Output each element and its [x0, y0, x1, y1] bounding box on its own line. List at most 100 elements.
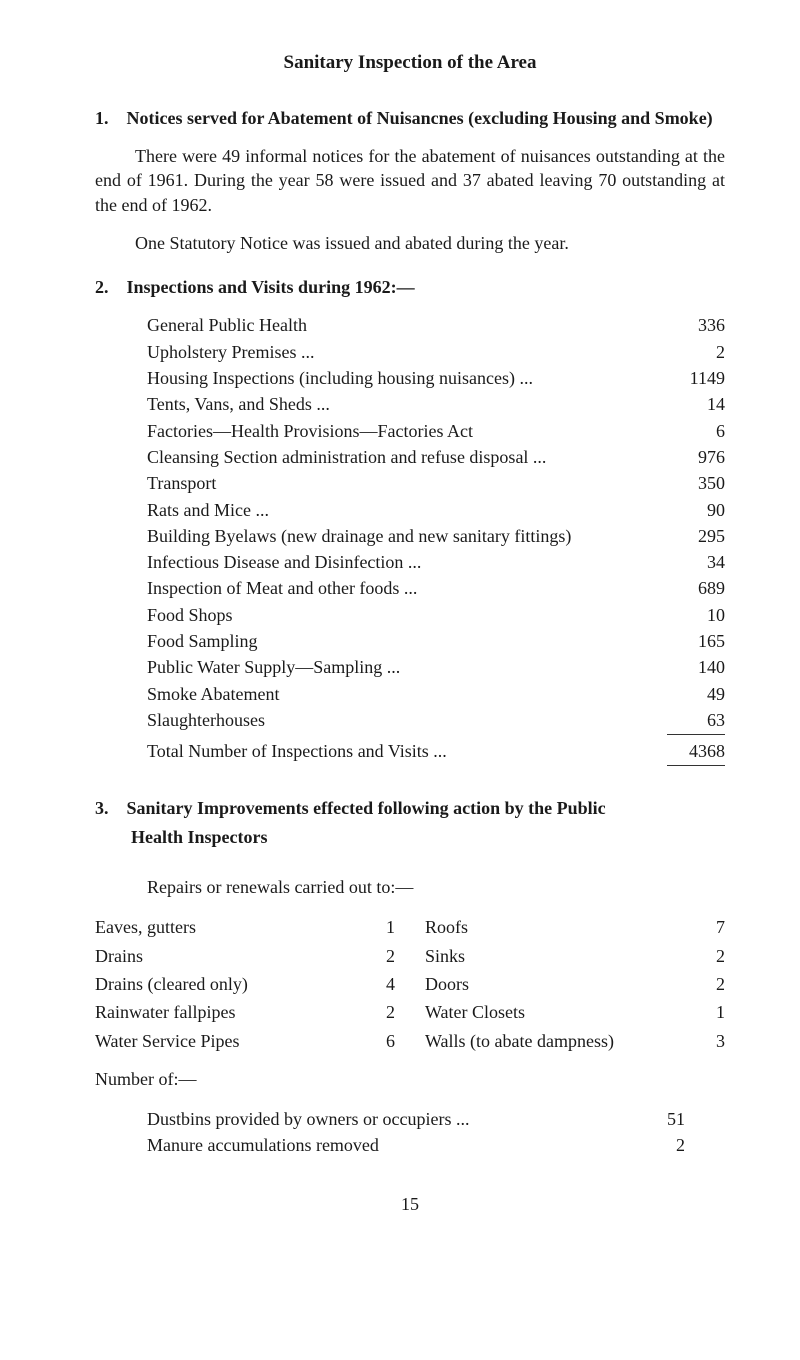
- inspection-value: 295: [665, 524, 725, 548]
- inspection-value: 10: [665, 603, 725, 627]
- repair-row: Water Closets1: [425, 1000, 725, 1024]
- inspection-row: Factories—Health Provisions—Factories Ac…: [147, 419, 725, 443]
- section-2-num: 2.: [95, 275, 109, 299]
- inspection-row: Rats and Mice ...90: [147, 498, 725, 522]
- inspection-row: Infectious Disease and Disinfection ...3…: [147, 550, 725, 574]
- inspection-label: Infectious Disease and Disinfection ...: [147, 550, 665, 574]
- repair-label: Drains: [95, 944, 365, 968]
- inspection-total-value: 4368: [665, 739, 725, 763]
- inspection-value: 689: [665, 576, 725, 600]
- repair-value: 2: [695, 972, 725, 996]
- repairs-two-col: Eaves, gutters1Drains2Drains (cleared on…: [95, 915, 725, 1056]
- inspection-label: General Public Health: [147, 313, 665, 337]
- repair-label: Water Closets: [425, 1000, 695, 1024]
- inspection-label: Food Sampling: [147, 629, 665, 653]
- inspection-row: Building Byelaws (new drainage and new s…: [147, 524, 725, 548]
- repair-label: Drains (cleared only): [95, 972, 365, 996]
- inspection-value: 1149: [665, 366, 725, 390]
- inspection-row: Food Shops10: [147, 603, 725, 627]
- repair-value: 2: [695, 944, 725, 968]
- inspection-row: Slaughterhouses63: [147, 708, 725, 732]
- inspection-row: Food Sampling165: [147, 629, 725, 653]
- inspections-list: General Public Health336Upholstery Premi…: [147, 313, 725, 766]
- repair-value: 3: [695, 1029, 725, 1053]
- inspection-total-row: Total Number of Inspections and Visits .…: [147, 739, 725, 763]
- section-3-num: 3.: [95, 796, 109, 820]
- inspection-label: Public Water Supply—Sampling ...: [147, 655, 665, 679]
- inspection-row: Tents, Vans, and Sheds ...14: [147, 392, 725, 416]
- inspection-value: 6: [665, 419, 725, 443]
- divider: [667, 765, 725, 766]
- inspection-value: 2: [665, 340, 725, 364]
- inspection-value: 976: [665, 445, 725, 469]
- repair-value: 6: [365, 1029, 395, 1053]
- section-3-title-l1: Sanitary Improvements effected following…: [127, 796, 726, 820]
- inspection-label: Inspection of Meat and other foods ...: [147, 576, 665, 600]
- inspection-label: Cleansing Section administration and ref…: [147, 445, 665, 469]
- inspection-value: 336: [665, 313, 725, 337]
- inspection-row: Cleansing Section administration and ref…: [147, 445, 725, 469]
- section-3-heading: 3. Sanitary Improvements effected follow…: [95, 796, 725, 820]
- repair-value: 2: [365, 944, 395, 968]
- repair-label: Roofs: [425, 915, 695, 939]
- inspection-row: General Public Health336: [147, 313, 725, 337]
- inspection-value: 350: [665, 471, 725, 495]
- repairs-left-col: Eaves, gutters1Drains2Drains (cleared on…: [95, 915, 395, 1056]
- divider: [667, 734, 725, 735]
- repair-label: Rainwater fallpipes: [95, 1000, 365, 1024]
- repairs-right-col: Roofs7Sinks2Doors2Water Closets1Walls (t…: [425, 915, 725, 1056]
- inspection-row: Transport350: [147, 471, 725, 495]
- repair-row: Sinks2: [425, 944, 725, 968]
- inspection-label: Building Byelaws (new drainage and new s…: [147, 524, 665, 548]
- repair-row: Drains (cleared only)4: [95, 972, 395, 996]
- inspection-label: Rats and Mice ...: [147, 498, 665, 522]
- inspection-value: 14: [665, 392, 725, 416]
- numberof-label: Manure accumulations removed: [147, 1133, 645, 1157]
- inspection-value: 165: [665, 629, 725, 653]
- repairs-intro: Repairs or renewals carried out to:—: [147, 875, 725, 899]
- repair-value: 1: [695, 1000, 725, 1024]
- repair-value: 4: [365, 972, 395, 996]
- inspection-label: Food Shops: [147, 603, 665, 627]
- repair-label: Doors: [425, 972, 695, 996]
- inspection-label: Transport: [147, 471, 665, 495]
- inspection-value: 63: [665, 708, 725, 732]
- inspection-value: 49: [665, 682, 725, 706]
- numberof-row: Dustbins provided by owners or occupiers…: [147, 1107, 685, 1131]
- section-1-p2: One Statutory Notice was issued and abat…: [95, 231, 725, 255]
- inspection-value: 140: [665, 655, 725, 679]
- numberof-value: 51: [645, 1107, 685, 1131]
- repair-row: Walls (to abate dampness)3: [425, 1029, 725, 1053]
- repair-value: 2: [365, 1000, 395, 1024]
- section-1-num: 1.: [95, 106, 109, 130]
- numberof-value: 2: [645, 1133, 685, 1157]
- inspection-row: Smoke Abatement49: [147, 682, 725, 706]
- repair-label: Walls (to abate dampness): [425, 1029, 695, 1053]
- section-1-p1: There were 49 informal notices for the a…: [95, 144, 725, 217]
- inspection-label: Upholstery Premises ...: [147, 340, 665, 364]
- inspection-row: Inspection of Meat and other foods ...68…: [147, 576, 725, 600]
- repair-label: Eaves, gutters: [95, 915, 365, 939]
- section-2-heading: 2. Inspections and Visits during 1962:—: [95, 275, 725, 299]
- inspection-label: Tents, Vans, and Sheds ...: [147, 392, 665, 416]
- number-of-label: Number of:—: [95, 1067, 725, 1091]
- numberof-row: Manure accumulations removed2: [147, 1133, 685, 1157]
- repair-label: Water Service Pipes: [95, 1029, 365, 1053]
- repair-row: Eaves, gutters1: [95, 915, 395, 939]
- inspection-label: Slaughterhouses: [147, 708, 665, 732]
- inspection-label: Smoke Abatement: [147, 682, 665, 706]
- inspection-total-label: Total Number of Inspections and Visits .…: [147, 739, 665, 763]
- repair-value: 1: [365, 915, 395, 939]
- page: Sanitary Inspection of the Area 1. Notic…: [0, 0, 800, 1256]
- repair-row: Drains2: [95, 944, 395, 968]
- repair-row: Roofs7: [425, 915, 725, 939]
- repair-value: 7: [695, 915, 725, 939]
- repair-row: Doors2: [425, 972, 725, 996]
- inspection-row: Housing Inspections (including housing n…: [147, 366, 725, 390]
- inspection-value: 34: [665, 550, 725, 574]
- repair-row: Water Service Pipes6: [95, 1029, 395, 1053]
- inspection-label: Housing Inspections (including housing n…: [147, 366, 665, 390]
- page-number: 15: [95, 1192, 725, 1216]
- number-of-list: Dustbins provided by owners or occupiers…: [147, 1107, 685, 1158]
- repair-label: Sinks: [425, 944, 695, 968]
